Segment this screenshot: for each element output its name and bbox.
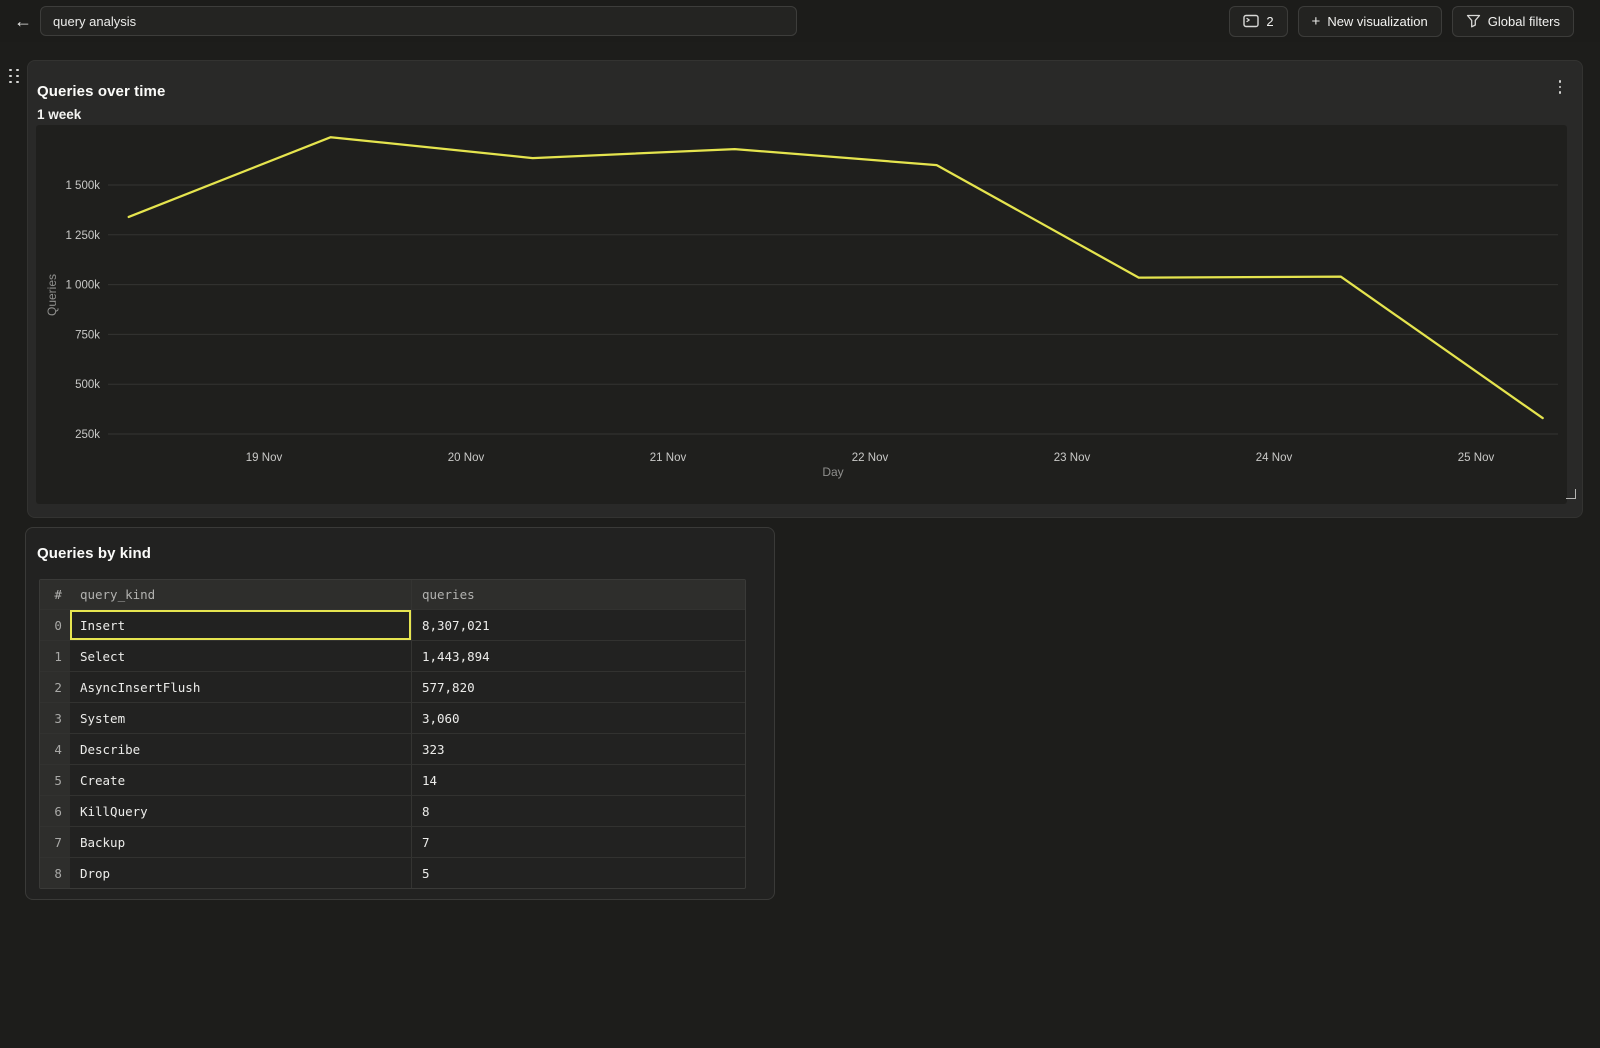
- queries-cell[interactable]: 1,443,894: [411, 641, 745, 671]
- column-header-queries[interactable]: queries: [411, 580, 745, 609]
- panel-count-label: 2: [1266, 14, 1273, 29]
- y-tick-label: 1 000k: [65, 280, 100, 292]
- x-tick-label: 20 Nov: [448, 452, 485, 464]
- queries-cell[interactable]: 8,307,021: [411, 610, 745, 640]
- table-row: 0Insert8,307,021: [40, 609, 745, 640]
- x-tick-label: 19 Nov: [246, 452, 283, 464]
- queries-by-kind-panel: Queries by kind #query_kindqueries0Inser…: [25, 527, 775, 900]
- x-tick-label: 24 Nov: [1256, 452, 1293, 464]
- table-row: 3System3,060: [40, 702, 745, 733]
- query-kind-cell[interactable]: Insert: [70, 610, 411, 640]
- table-row: 7Backup7: [40, 826, 745, 857]
- queries-cell[interactable]: 7: [411, 827, 745, 857]
- queries-over-time-panel: Queries over time 1 week 250k 500k 750k 1 0…: [27, 60, 1583, 518]
- y-tick-label: 500k: [75, 379, 100, 391]
- row-index-cell: 8: [40, 858, 70, 888]
- y-tick-label: 250k: [75, 429, 100, 441]
- widget-drag-handle-icon[interactable]: [7, 67, 21, 85]
- chart-subtitle: 1 week: [37, 107, 165, 122]
- query-kind-cell[interactable]: Drop: [70, 858, 411, 888]
- row-index-cell: 2: [40, 672, 70, 702]
- queries-cell[interactable]: 5: [411, 858, 745, 888]
- back-arrow-icon: ←: [14, 11, 32, 32]
- global-filters-button[interactable]: Global filters: [1452, 6, 1574, 37]
- queries-cell[interactable]: 14: [411, 765, 745, 795]
- queries-series-line: [129, 137, 1543, 418]
- global-filters-label: Global filters: [1488, 14, 1560, 29]
- query-kind-cell[interactable]: Backup: [70, 827, 411, 857]
- row-index-cell: 3: [40, 703, 70, 733]
- query-kind-cell[interactable]: System: [70, 703, 411, 733]
- panel-resize-handle-icon[interactable]: [1566, 489, 1576, 499]
- back-button[interactable]: ←: [10, 8, 36, 34]
- queries-line-chart-svg: 250k 500k 750k 1 000k 1 250k 1 500k 19 Nov 20 N…: [36, 125, 1567, 504]
- row-index-cell: 6: [40, 796, 70, 826]
- panel-count-button[interactable]: 2: [1229, 6, 1287, 37]
- x-tick-label: 23 Nov: [1054, 452, 1091, 464]
- column-header-index[interactable]: #: [40, 580, 70, 609]
- plus-icon: +: [1312, 14, 1321, 29]
- chart-menu-kebab-icon[interactable]: [1552, 77, 1568, 97]
- y-tick-label: 1 250k: [65, 230, 100, 242]
- new-visualization-button[interactable]: + New visualization: [1298, 6, 1442, 37]
- y-tick-label: 750k: [75, 329, 100, 341]
- row-index-cell: 0: [40, 610, 70, 640]
- table-row: 6KillQuery8: [40, 795, 745, 826]
- queries-cell[interactable]: 8: [411, 796, 745, 826]
- table-header-row: #query_kindqueries: [40, 580, 745, 609]
- row-index-cell: 1: [40, 641, 70, 671]
- queries-by-kind-table: #query_kindqueries0Insert8,307,0211Selec…: [39, 579, 746, 889]
- table-row: 4Describe323: [40, 733, 745, 764]
- table-title: Queries by kind: [37, 545, 151, 562]
- table-row: 8Drop5: [40, 857, 745, 888]
- x-tick-label: 22 Nov: [852, 452, 889, 464]
- new-visualization-label: New visualization: [1327, 14, 1427, 29]
- query-kind-cell[interactable]: AsyncInsertFlush: [70, 672, 411, 702]
- x-tick-label: 25 Nov: [1458, 452, 1495, 464]
- row-index-cell: 5: [40, 765, 70, 795]
- row-index-cell: 7: [40, 827, 70, 857]
- queries-cell[interactable]: 3,060: [411, 703, 745, 733]
- topbar: ← 2 + New visualization Global filters: [0, 0, 1600, 42]
- x-axis-title: Day: [822, 465, 843, 479]
- row-index-cell: 4: [40, 734, 70, 764]
- table-row: 5Create14: [40, 764, 745, 795]
- y-tick-label: 1 500k: [65, 180, 100, 192]
- table-row: 1Select1,443,894: [40, 640, 745, 671]
- query-kind-cell[interactable]: Describe: [70, 734, 411, 764]
- chart-header: Queries over time 1 week: [37, 83, 165, 122]
- dashboard-title-input[interactable]: [40, 6, 797, 36]
- table-row: 2AsyncInsertFlush577,820: [40, 671, 745, 702]
- query-kind-cell[interactable]: Select: [70, 641, 411, 671]
- y-axis-title: Queries: [45, 274, 59, 316]
- queries-cell[interactable]: 323: [411, 734, 745, 764]
- column-header-query_kind[interactable]: query_kind: [70, 580, 411, 609]
- queries-cell[interactable]: 577,820: [411, 672, 745, 702]
- chart-title: Queries over time: [37, 83, 165, 100]
- query-kind-cell[interactable]: Create: [70, 765, 411, 795]
- console-panel-icon: [1243, 14, 1259, 28]
- x-tick-label: 21 Nov: [650, 452, 687, 464]
- funnel-icon: [1466, 14, 1481, 28]
- query-kind-cell[interactable]: KillQuery: [70, 796, 411, 826]
- queries-line-chart: 250k 500k 750k 1 000k 1 250k 1 500k 19 Nov 20 N…: [36, 125, 1567, 504]
